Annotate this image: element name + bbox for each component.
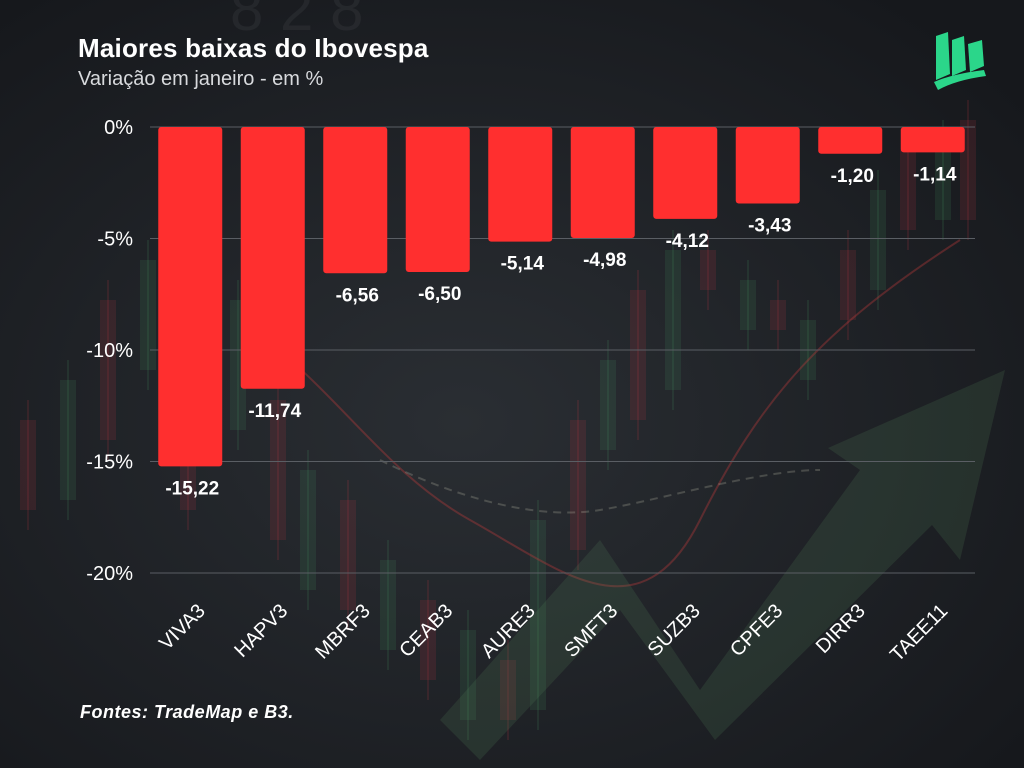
- x-tick-label: TAEE11: [886, 600, 952, 666]
- data-label: -1,14: [913, 164, 957, 185]
- bar: [818, 127, 883, 154]
- leaf-book-logo-icon: [934, 32, 986, 90]
- y-tick-label: 0%: [104, 117, 133, 139]
- bar: [900, 127, 965, 153]
- data-label: -5,14: [501, 254, 545, 275]
- data-label: -6,56: [336, 285, 379, 306]
- source-note: Fontes: TradeMap e B3.: [80, 702, 294, 722]
- bar-chart: 0% -5% -10% -15% -20% -15,22 -11,74 -6,56 -6,50…: [86, 117, 975, 666]
- y-axis: 0% -5% -10% -15% -20%: [86, 117, 133, 585]
- y-tick-label: -5%: [97, 229, 133, 251]
- data-label: -15,22: [165, 478, 219, 499]
- bar: [158, 127, 223, 467]
- x-tick-label: VIVA3: [155, 600, 210, 655]
- x-tick-label: SMFT3: [560, 600, 622, 662]
- y-tick-label: -10%: [86, 340, 133, 362]
- data-label: -1,20: [831, 166, 874, 187]
- data-labels: -15,22 -11,74 -6,56 -6,50 -5,14 -4,98 -4,12 -3,…: [165, 164, 957, 499]
- x-axis: VIVA3 HAPV3 MBRF3 CEAB3 AURE3 SMFT3 SUZB3 CPFE3…: [155, 600, 952, 666]
- bar: [570, 127, 635, 239]
- bar: [488, 127, 553, 242]
- bar: [735, 127, 800, 204]
- chart-subtitle: Variação em janeiro - em %: [78, 68, 324, 90]
- bar: [323, 127, 388, 274]
- data-label: -3,43: [748, 215, 791, 236]
- x-tick-label: HAPV3: [230, 600, 292, 662]
- x-tick-label: CEAB3: [395, 600, 457, 662]
- x-tick-label: AURE3: [477, 600, 540, 663]
- x-tick-label: CPFE3: [726, 600, 787, 661]
- svg-text:8 2 8: 8 2 8: [230, 0, 363, 43]
- y-tick-label: -20%: [86, 563, 133, 585]
- x-tick-label: SUZB3: [644, 600, 705, 661]
- x-tick-label: MBRF3: [311, 600, 374, 663]
- data-label: -4,12: [666, 231, 709, 252]
- data-label: -4,98: [583, 250, 626, 271]
- chart-title: Maiores baixas do Ibovespa: [78, 33, 429, 63]
- x-tick-label: DIRR3: [812, 600, 870, 658]
- bar: [240, 127, 305, 389]
- bars: [158, 127, 965, 467]
- y-tick-label: -15%: [86, 452, 133, 474]
- bar: [653, 127, 718, 219]
- bar: [405, 127, 470, 272]
- data-label: -11,74: [248, 401, 301, 422]
- data-label: -6,50: [418, 284, 461, 305]
